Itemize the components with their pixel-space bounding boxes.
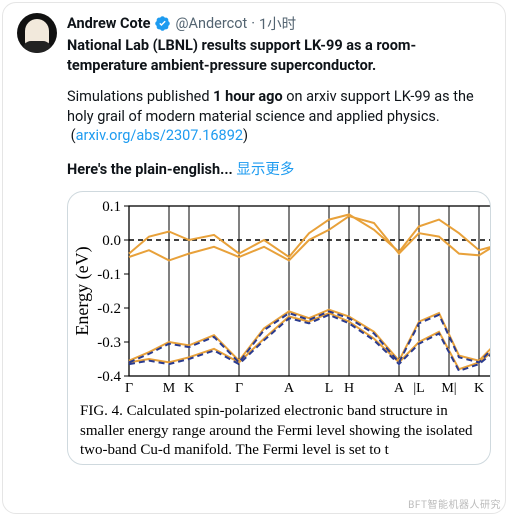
header-text: Andrew Cote @Andercot · 1小时 National Lab… [67,13,491,75]
timestamp[interactable]: 1小时 [259,13,296,34]
show-more-link[interactable]: 显示更多 [236,161,294,178]
embedded-card[interactable]: 0.10.0-0.1-0.2-0.3-0.4ΓMKΓALHA|LM|KHEner… [67,191,491,465]
p1-pre: Simulations published [67,88,213,105]
tweet-header: Andrew Cote @Andercot · 1小时 National Lab… [17,13,491,75]
p2-pre: Here's the plain-english... [67,161,236,178]
p1-bold: 1 hour ago [213,88,283,105]
svg-text:-0.1: -0.1 [97,267,121,283]
svg-text:A: A [284,381,295,396]
svg-text:M: M [163,381,176,396]
band-structure-chart: 0.10.0-0.1-0.2-0.3-0.4ΓMKΓALHA|LM|KHEner… [68,192,490,400]
svg-text:K: K [184,381,194,396]
user-handle[interactable]: @Andercot [175,15,247,32]
svg-text:K: K [474,381,484,396]
figure-caption: FIG. 4. Calculated spin-polarized electr… [68,400,490,461]
svg-text:H: H [344,381,354,396]
svg-text:A: A [394,381,405,396]
display-name[interactable]: Andrew Cote [67,15,150,32]
svg-text:0.0: 0.0 [102,233,121,249]
tweet-paragraph-1: Simulations published 1 hour ago on arxi… [67,87,491,146]
arxiv-link[interactable]: arxiv.org/abs/2307.16892 [76,127,243,144]
chart-svg: 0.10.0-0.1-0.2-0.3-0.4ΓMKΓALHA|LM|KHEner… [74,200,491,400]
svg-text:-0.4: -0.4 [97,369,121,385]
svg-text:-0.3: -0.3 [97,335,121,351]
svg-text:|L: |L [413,381,424,396]
svg-text:L: L [325,381,334,396]
svg-text:Energy (eV): Energy (eV) [74,247,93,336]
svg-text:M|: M| [441,381,456,396]
tweet-paragraph-2: Here's the plain-english... 显示更多 [67,160,491,180]
name-line: Andrew Cote @Andercot · 1小时 [67,13,491,34]
tweet-container: Andrew Cote @Andercot · 1小时 National Lab… [2,2,506,514]
watermark-text: BFT智能机器人研究 [408,496,501,511]
svg-text:-0.2: -0.2 [97,301,121,317]
svg-text:Γ: Γ [125,381,133,396]
tweet-body: Simulations published 1 hour ago on arxi… [17,87,491,465]
verified-badge-icon [154,15,171,32]
avatar[interactable] [17,13,57,53]
separator-dot: · [251,15,255,32]
svg-text:Γ: Γ [235,381,243,396]
svg-text:0.1: 0.1 [102,200,121,215]
tweet-headline: National Lab (LBNL) results support LK-9… [67,36,491,75]
